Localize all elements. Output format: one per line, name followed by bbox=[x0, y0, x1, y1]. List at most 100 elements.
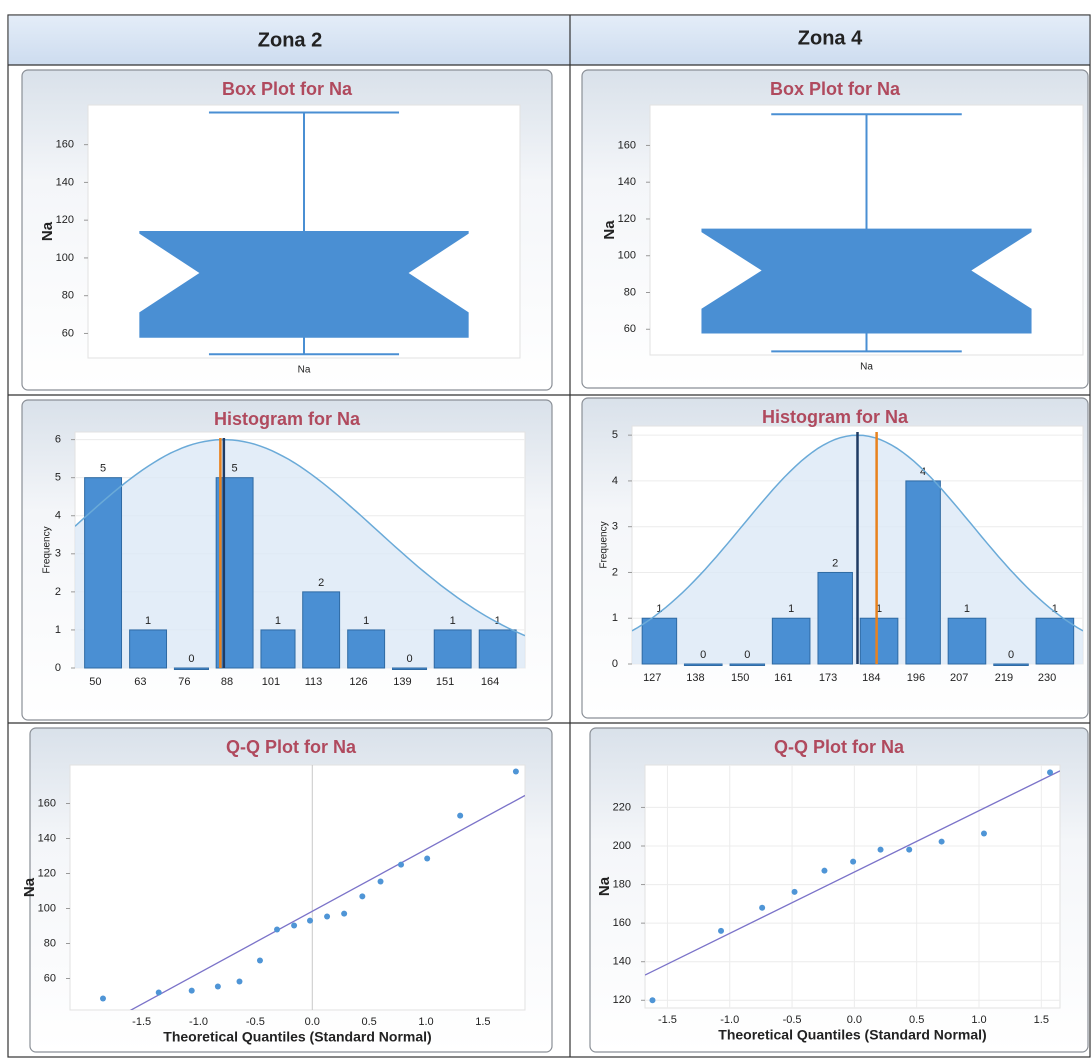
chart: Q-Q Plot for Na 60 80 100 120 140 160 Na -1.5 -1.… bbox=[21, 727, 553, 1053]
value-label: 1 bbox=[876, 603, 882, 615]
x-tick-label: 161 bbox=[774, 672, 792, 684]
y-tick-label: 0 bbox=[55, 662, 61, 674]
x-tick-label: 88 bbox=[221, 676, 233, 688]
y-tick-label: 3 bbox=[612, 521, 618, 533]
y-tick-label: 60 bbox=[62, 327, 74, 339]
fit-line bbox=[645, 770, 1060, 976]
chart-title: Histogram for Na bbox=[762, 407, 909, 427]
x-tick-label: -0.5 bbox=[783, 1014, 802, 1026]
point bbox=[424, 855, 431, 862]
chart: Histogram for Na0123456Frequency55016307… bbox=[21, 399, 553, 721]
point bbox=[99, 995, 106, 1002]
bar bbox=[993, 663, 1029, 666]
chart-title: Q-Q Plot for Na bbox=[774, 737, 905, 757]
chart: Q-Q Plot for Na 120 140 160 180 200 220 Na -1.5 -… bbox=[589, 727, 1089, 1053]
chart-title: Histogram for Na bbox=[214, 409, 361, 429]
y-tick-label: 180 bbox=[613, 878, 631, 890]
x-tick-label: 151 bbox=[436, 676, 454, 688]
fit-line bbox=[129, 794, 525, 1010]
normal-curve bbox=[75, 438, 525, 637]
x-tick-label: 230 bbox=[1038, 672, 1056, 684]
y-tick-label: 1 bbox=[612, 612, 618, 624]
x-axis-label: Theoretical Quantiles (Standard Normal) bbox=[163, 1029, 431, 1045]
y-tick-label: 160 bbox=[38, 797, 56, 809]
point bbox=[324, 913, 331, 920]
point bbox=[274, 926, 281, 933]
bar bbox=[771, 617, 811, 665]
value-label: 0 bbox=[406, 653, 412, 665]
value-label: 1 bbox=[275, 615, 281, 627]
point bbox=[850, 858, 857, 865]
bar bbox=[859, 617, 899, 665]
plot-area bbox=[69, 764, 526, 1011]
bar bbox=[641, 617, 678, 665]
x-tick-label: 50 bbox=[89, 676, 101, 688]
y-tick-label: 220 bbox=[613, 801, 631, 813]
x-tick-label: 196 bbox=[907, 672, 925, 684]
chart: Box Plot for Na 60 80 100 120 140 160 Na Na bbox=[581, 69, 1089, 389]
point bbox=[359, 893, 366, 900]
chart: Box Plot for Na 60 80 100 120 140 160 Na Na bbox=[21, 69, 553, 391]
point bbox=[512, 768, 519, 775]
y-tick-label: 5 bbox=[612, 429, 618, 441]
bar bbox=[947, 617, 987, 665]
bar bbox=[215, 477, 254, 669]
bar bbox=[173, 667, 209, 670]
y-axis-label: Na bbox=[39, 221, 56, 241]
x-tick-label: -0.5 bbox=[246, 1016, 265, 1028]
x-tick-label: 164 bbox=[481, 676, 499, 688]
y-tick-label: 80 bbox=[62, 290, 74, 302]
value-label: 5 bbox=[100, 463, 106, 475]
y-tick-label: 6 bbox=[55, 434, 61, 446]
y-tick-label: 120 bbox=[56, 214, 74, 226]
point bbox=[307, 917, 314, 924]
x-tick-label: Na bbox=[298, 365, 311, 376]
point bbox=[938, 838, 945, 845]
x-tick-label: 126 bbox=[349, 676, 367, 688]
x-tick-label: 207 bbox=[950, 672, 968, 684]
value-label: 1 bbox=[363, 615, 369, 627]
x-tick-label: 150 bbox=[731, 672, 749, 684]
y-tick-label: 100 bbox=[56, 252, 74, 264]
point bbox=[291, 922, 298, 929]
x-tick-label: 138 bbox=[686, 672, 704, 684]
y-tick-label: 60 bbox=[624, 323, 636, 335]
y-tick-label: 160 bbox=[613, 917, 631, 929]
y-tick-label: 160 bbox=[56, 139, 74, 151]
x-tick-label: 127 bbox=[643, 672, 661, 684]
bar bbox=[1035, 617, 1075, 665]
x-tick-label: 113 bbox=[305, 676, 323, 688]
x-tick-label: 76 bbox=[178, 676, 190, 688]
x-tick-label: 1.5 bbox=[475, 1016, 490, 1028]
value-label: 1 bbox=[1052, 603, 1058, 615]
value-label: 5 bbox=[232, 463, 238, 475]
x-tick-label: -1.5 bbox=[132, 1016, 151, 1028]
bar bbox=[260, 629, 296, 669]
y-tick-label: 3 bbox=[55, 548, 61, 560]
x-tick-label: 1.0 bbox=[971, 1014, 986, 1026]
y-axis-label: Na bbox=[21, 877, 38, 897]
point bbox=[341, 910, 348, 917]
x-tick-label: 0.5 bbox=[362, 1016, 377, 1028]
x-tick-label: 0.0 bbox=[305, 1016, 320, 1028]
x-axis-label: Theoretical Quantiles (Standard Normal) bbox=[718, 1027, 986, 1043]
x-tick-label: 219 bbox=[995, 672, 1013, 684]
value-label: 2 bbox=[832, 557, 838, 569]
x-tick-label: -1.5 bbox=[658, 1014, 677, 1026]
y-axis-label: Na bbox=[596, 876, 613, 896]
point bbox=[398, 861, 405, 868]
x-tick-label: -1.0 bbox=[189, 1016, 208, 1028]
column-header: Zona 4 bbox=[798, 27, 863, 49]
bar bbox=[347, 629, 386, 669]
y-tick-label: 120 bbox=[618, 213, 636, 225]
x-tick-label: 173 bbox=[819, 672, 837, 684]
value-label: 1 bbox=[964, 603, 970, 615]
box-lower bbox=[701, 269, 1032, 334]
value-label: 1 bbox=[495, 615, 501, 627]
box-lower bbox=[139, 272, 469, 338]
value-label: 1 bbox=[450, 615, 456, 627]
value-label: 0 bbox=[700, 649, 706, 661]
x-tick-label: 184 bbox=[862, 672, 880, 684]
value-label: 0 bbox=[188, 653, 194, 665]
